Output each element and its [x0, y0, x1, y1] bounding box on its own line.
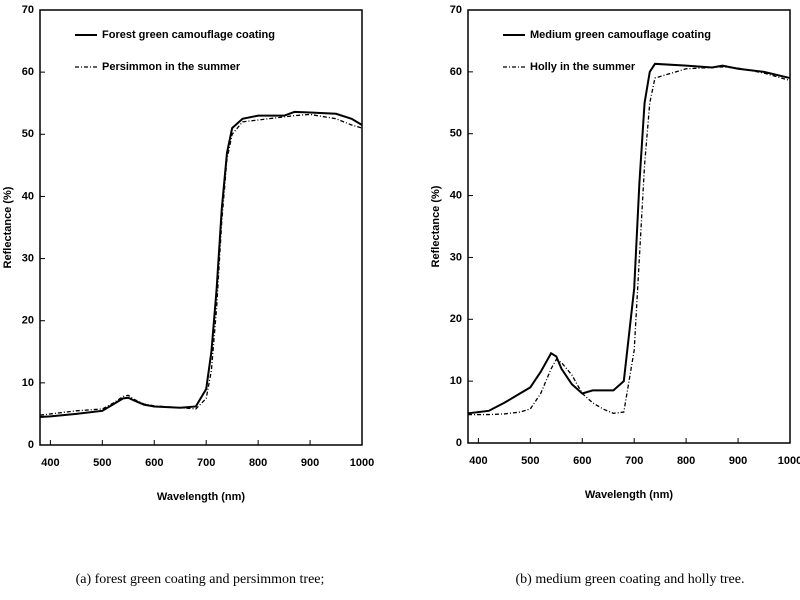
- x-tick-label: 1000: [350, 457, 374, 469]
- x-tick-label: 900: [729, 455, 747, 467]
- x-tick-label: 600: [573, 455, 591, 467]
- y-tick-label: 30: [450, 251, 462, 263]
- y-tick-label: 0: [28, 439, 34, 451]
- legend-label: Forest green camouflage coating: [102, 29, 275, 41]
- y-tick-label: 20: [22, 315, 34, 327]
- x-tick-label: 800: [249, 457, 267, 469]
- legend-label: Medium green camouflage coating: [530, 29, 711, 41]
- y-axis-label: Reflectance (%): [430, 185, 442, 267]
- data-line: [39, 110, 363, 419]
- caption: (a) forest green coating and persimmon t…: [76, 572, 325, 587]
- x-tick-label: 700: [625, 455, 643, 467]
- x-tick-label: 500: [93, 457, 111, 469]
- y-tick-label: 70: [450, 4, 462, 16]
- y-tick-label: 40: [450, 189, 462, 201]
- y-tick-label: 40: [22, 190, 34, 202]
- y-tick-label: 70: [22, 4, 34, 16]
- legend-label: Persimmon in the summer: [102, 61, 241, 73]
- x-tick-label: 900: [301, 457, 319, 469]
- y-tick-label: 30: [22, 252, 34, 264]
- legend-label: Holly in the summer: [530, 61, 636, 73]
- x-tick-label: 1000: [778, 455, 800, 467]
- x-axis-label: Wavelength (nm): [585, 489, 674, 501]
- x-axis-label: Wavelength (nm): [157, 491, 246, 503]
- caption: (b) medium green coating and holly tree.: [516, 572, 745, 587]
- y-tick-label: 50: [22, 128, 34, 140]
- data-line: [467, 62, 791, 415]
- y-tick-label: 60: [22, 66, 34, 78]
- y-tick-label: 10: [22, 377, 34, 389]
- x-tick-label: 700: [197, 457, 215, 469]
- plot-frame: [467, 9, 791, 444]
- y-tick-label: 0: [456, 437, 462, 449]
- data-line: [468, 66, 791, 416]
- x-tick-label: 500: [521, 455, 539, 467]
- x-tick-label: 400: [41, 457, 59, 469]
- data-line: [39, 113, 363, 416]
- plot-frame: [39, 9, 363, 446]
- x-tick-label: 400: [469, 455, 487, 467]
- x-tick-label: 800: [677, 455, 695, 467]
- y-axis-label: Reflectance (%): [2, 186, 14, 268]
- y-tick-label: 60: [450, 66, 462, 78]
- x-tick-label: 600: [145, 457, 163, 469]
- y-tick-label: 50: [450, 128, 462, 140]
- y-tick-label: 10: [450, 375, 462, 387]
- y-tick-label: 20: [450, 313, 462, 325]
